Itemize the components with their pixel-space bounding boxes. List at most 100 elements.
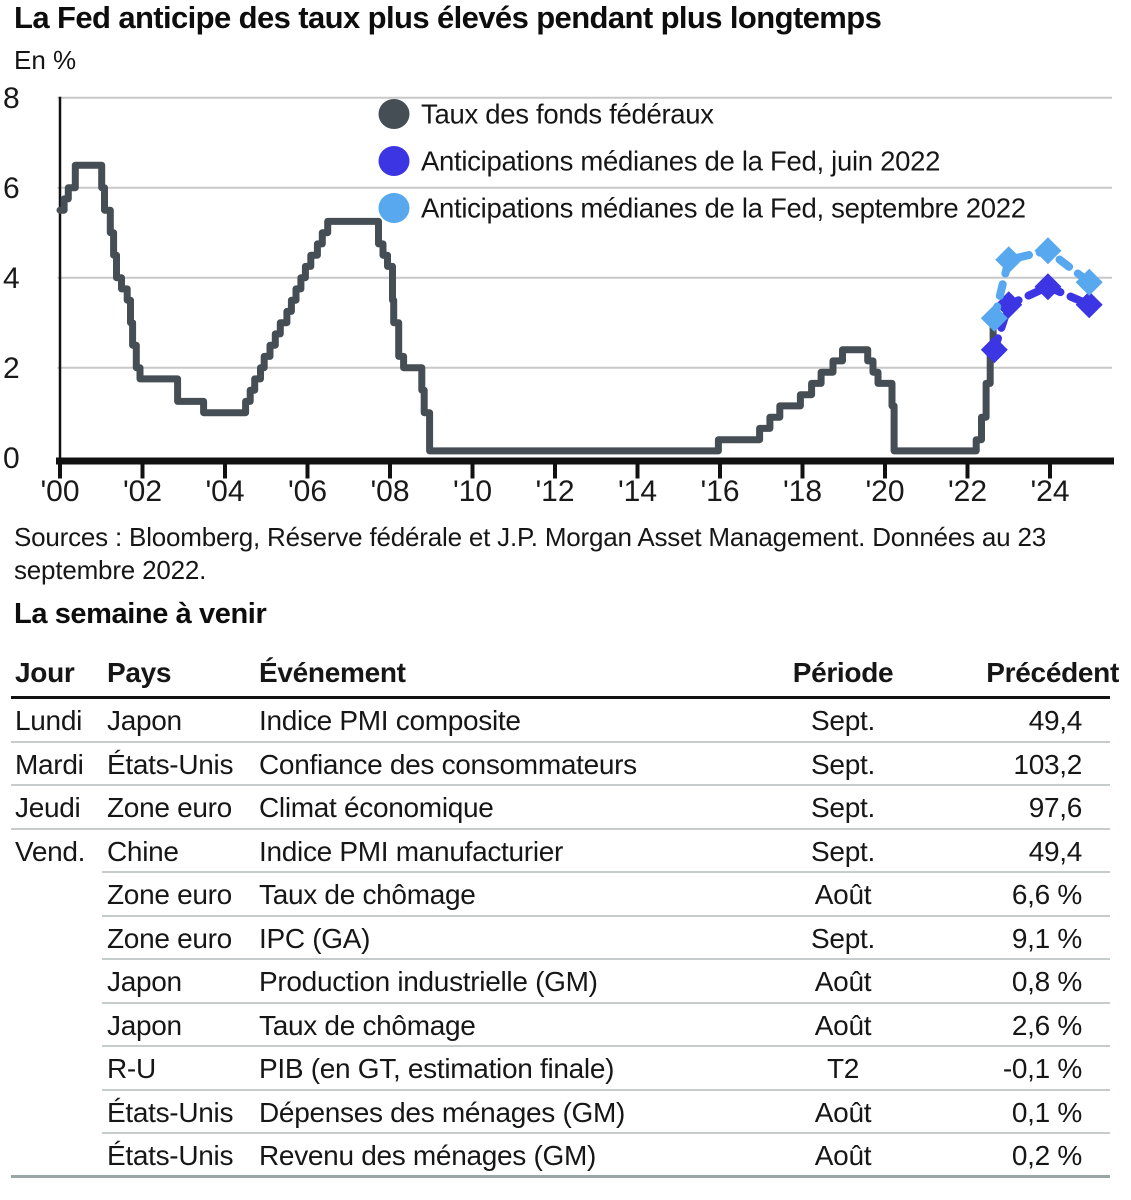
cell-periode: Août bbox=[814, 1009, 872, 1041]
y-tick-label: 2 bbox=[3, 352, 20, 385]
row-separator bbox=[11, 740, 1110, 743]
chart-title: La Fed anticipe des taux plus élevés pen… bbox=[14, 0, 882, 35]
fed-funds-line bbox=[56, 161, 997, 455]
cell-jour: Jeudi bbox=[15, 792, 81, 823]
table-row: Jeudi Zone euro Climat économique Sept. … bbox=[11, 786, 1110, 830]
column-header-evenement: Événement bbox=[259, 657, 406, 688]
sept-2022-projection-diamond-marker bbox=[1034, 237, 1062, 265]
cell-pays: Chine bbox=[107, 835, 179, 867]
cell-evenement: Climat économique bbox=[259, 792, 494, 823]
cell-periode: Sept. bbox=[811, 748, 875, 780]
row-separator bbox=[102, 914, 1110, 917]
legend-label: Anticipations médianes de la Fed, juin 2… bbox=[421, 146, 940, 177]
legend-marker bbox=[378, 146, 410, 176]
cell-precedent: 49,4 bbox=[1028, 705, 1083, 736]
x-tick-label: '20 bbox=[865, 475, 904, 508]
cell-precedent: 0,8 % bbox=[1011, 966, 1082, 997]
cell-periode: Sept. bbox=[811, 922, 875, 954]
x-tick-label: '10 bbox=[453, 475, 492, 508]
cell-periode: Août bbox=[814, 1096, 872, 1128]
sept-2022-projection-diamond-marker bbox=[995, 246, 1023, 274]
x-tick-label: '02 bbox=[123, 475, 162, 508]
cell-precedent: 2,6 % bbox=[1011, 1009, 1082, 1041]
cell-periode: Sept. bbox=[811, 792, 875, 823]
sept-2022-projection-diamond-marker bbox=[1075, 268, 1103, 296]
june-2022-projection-diamond-marker bbox=[1034, 273, 1062, 301]
cell-precedent: 0,2 % bbox=[1011, 1140, 1082, 1171]
y-tick-label: 6 bbox=[3, 172, 20, 205]
cell-precedent: 6,6 % bbox=[1011, 879, 1082, 910]
table-bottom-rule bbox=[11, 1174, 1110, 1178]
fed-rates-chart: '00 '02 '04 '06 '08 '10 '12 '14 '16 '18 '20 '22 '24 0… bbox=[3, 82, 1114, 508]
cell-pays: Japon bbox=[107, 705, 182, 736]
cell-evenement: Indice PMI manufacturier bbox=[259, 835, 564, 867]
column-header-precedent: Précédent bbox=[986, 657, 1119, 688]
cell-precedent: 9,1 % bbox=[1011, 922, 1082, 954]
table-header-row: Jour Pays Événement Période Précédent bbox=[11, 652, 1119, 699]
column-header-jour: Jour bbox=[15, 657, 75, 688]
x-tick-label: '24 bbox=[1030, 475, 1069, 508]
column-header-pays: Pays bbox=[107, 657, 172, 688]
x-tick-label: '00 bbox=[40, 475, 79, 508]
table-row: Mardi États-Unis Confiance des consommat… bbox=[11, 743, 1110, 786]
table-row: Zone euro Taux de chômage Août 6,6 % bbox=[11, 873, 1110, 917]
cell-pays: États-Unis bbox=[107, 748, 234, 780]
cell-periode: T2 bbox=[826, 1053, 860, 1084]
cell-precedent: -0,1 % bbox=[1002, 1053, 1082, 1084]
cell-evenement: Taux de chômage bbox=[259, 1009, 476, 1041]
cell-pays: Japon bbox=[107, 1009, 182, 1041]
legend-marker bbox=[378, 99, 410, 129]
june-2022-projection-line bbox=[990, 282, 1094, 354]
x-tick-label: '22 bbox=[948, 475, 987, 508]
cell-jour: Vend. bbox=[15, 835, 86, 867]
cell-pays: Zone euro bbox=[107, 922, 232, 954]
cell-evenement: Revenu des ménages (GM) bbox=[259, 1140, 597, 1171]
cell-precedent: 103,2 bbox=[1013, 748, 1082, 780]
table-row: Vend. Chine Indice PMI manufacturier Sep… bbox=[11, 830, 1110, 873]
chart-source-note: Sources : Bloomberg, Réserve fédérale et… bbox=[14, 522, 1046, 585]
row-separator bbox=[11, 827, 1110, 830]
cell-evenement: IPC (GA) bbox=[259, 922, 371, 954]
legend-label: Anticipations médianes de la Fed, septem… bbox=[421, 193, 1026, 224]
cell-precedent: 97,6 bbox=[1028, 792, 1083, 823]
table-row: Zone euro IPC (GA) Sept. 9,1 % bbox=[11, 917, 1110, 960]
cell-pays: Zone euro bbox=[107, 879, 232, 910]
cell-pays: États-Unis bbox=[107, 1140, 234, 1171]
cell-pays: Japon bbox=[107, 966, 182, 997]
cell-evenement: Confiance des consommateurs bbox=[259, 748, 637, 780]
week-ahead-title: La semaine à venir bbox=[14, 598, 267, 630]
x-tick-label: '08 bbox=[370, 475, 409, 508]
row-separator bbox=[102, 958, 1110, 960]
cell-pays: États-Unis bbox=[107, 1096, 234, 1128]
cell-evenement: Taux de chômage bbox=[259, 879, 476, 910]
row-separator bbox=[102, 1132, 1110, 1134]
legend-marker bbox=[378, 193, 410, 223]
y-tick-label: 4 bbox=[3, 262, 20, 295]
june-2022-projection-diamond-marker bbox=[980, 336, 1008, 364]
table-row: R-U PIB (en GT, estimation finale) T2 -0… bbox=[11, 1047, 1110, 1091]
cell-periode: Août bbox=[814, 879, 872, 910]
row-separator bbox=[102, 1088, 1110, 1091]
sept-2022-projection-line bbox=[990, 246, 1094, 323]
x-tick-label: '18 bbox=[783, 475, 822, 508]
column-header-periode: Période bbox=[792, 657, 894, 688]
table-row: Japon Taux de chômage Août 2,6 % bbox=[11, 1004, 1110, 1047]
week-ahead-table: Jour Pays Événement Période Précédent Lu… bbox=[11, 652, 1119, 1178]
cell-precedent: 0,1 % bbox=[1011, 1096, 1082, 1128]
cell-periode: Sept. bbox=[811, 835, 875, 867]
row-separator bbox=[102, 871, 1110, 873]
table-row: Japon Production industrielle (GM) Août … bbox=[11, 960, 1110, 1004]
y-tick-label: 8 bbox=[3, 82, 20, 115]
cell-periode: Sept. bbox=[811, 705, 875, 736]
cell-periode: Août bbox=[814, 1140, 872, 1171]
table-row: États-Unis Revenu des ménages (GM) Août … bbox=[11, 1134, 1110, 1178]
table-row: Lundi Japon Indice PMI composite Sept. 4… bbox=[11, 699, 1110, 743]
row-separator bbox=[11, 784, 1110, 786]
cell-jour: Lundi bbox=[15, 705, 83, 736]
y-tick-label: 0 bbox=[3, 442, 20, 475]
row-separator bbox=[102, 1001, 1110, 1004]
cell-pays: R-U bbox=[107, 1053, 156, 1084]
x-tick-label: '14 bbox=[618, 475, 657, 508]
cell-evenement: Dépenses des ménages (GM) bbox=[259, 1096, 626, 1128]
